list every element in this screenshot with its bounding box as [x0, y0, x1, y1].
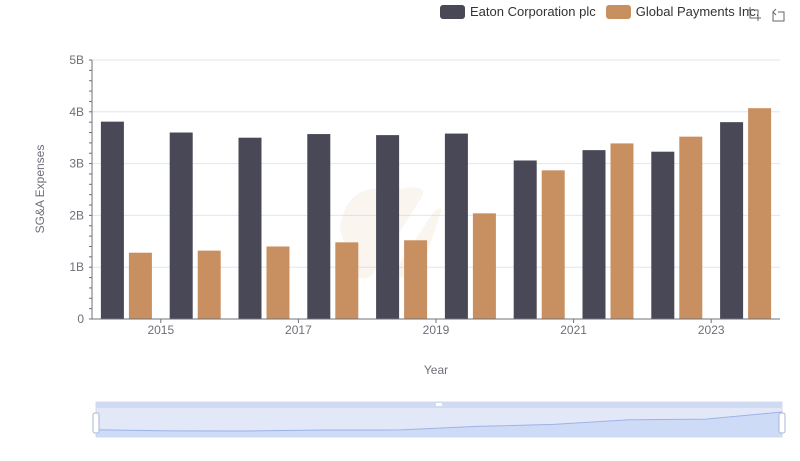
zoom-preview-line — [95, 411, 783, 432]
bar-global-payments[interactable] — [197, 250, 221, 319]
restore-icon[interactable] — [770, 6, 786, 22]
bar-eaton[interactable] — [720, 122, 744, 319]
bar-global-payments[interactable] — [679, 136, 703, 319]
legend-swatch-eaton — [440, 4, 465, 19]
legend: Eaton Corporation plc Global Payments In… — [440, 4, 759, 19]
bar-eaton[interactable] — [444, 133, 468, 319]
bar-eaton[interactable] — [376, 135, 400, 319]
bar-eaton[interactable] — [651, 151, 675, 319]
x-tick-label: 2023 — [698, 323, 725, 337]
zoom-preview-area — [96, 412, 782, 437]
legend-label-eaton: Eaton Corporation plc — [470, 4, 596, 19]
y-axis-title: SG&A Expenses — [33, 145, 47, 234]
bar-eaton[interactable] — [169, 132, 193, 319]
bar-eaton[interactable] — [582, 150, 606, 319]
y-tick-label: 5B — [69, 53, 84, 67]
zoom-handle-left[interactable] — [92, 412, 100, 434]
bar-eaton[interactable] — [307, 134, 331, 319]
bar-eaton[interactable] — [238, 137, 262, 319]
bars-group — [100, 108, 772, 319]
toolbox — [746, 6, 786, 22]
y-tick-label: 1B — [69, 260, 84, 274]
bar-global-payments[interactable] — [335, 242, 359, 319]
grid-lines — [92, 59, 780, 268]
bar-global-payments[interactable] — [266, 246, 290, 319]
axes-group: 0 1B 2B 3B 4B 5B 2015 2017 2019 2021 2023 — [69, 53, 780, 337]
legend-swatch-global-payments — [605, 4, 631, 19]
data-zoom-slider[interactable] — [92, 401, 786, 438]
bar-eaton[interactable] — [513, 160, 537, 319]
bar-global-payments[interactable] — [610, 143, 634, 319]
bar-global-payments[interactable] — [128, 252, 152, 319]
x-tick-label: 2019 — [423, 323, 450, 337]
legend-label-global-payments: Global Payments Inc. — [635, 4, 760, 19]
legend-item-global-payments[interactable]: Global Payments Inc. — [605, 4, 760, 19]
x-tick-label: 2015 — [147, 323, 174, 337]
y-tick-label: 3B — [69, 157, 84, 171]
bar-global-payments[interactable] — [541, 170, 565, 319]
y-tick-label: 2B — [69, 208, 84, 222]
legend-item-eaton[interactable]: Eaton Corporation plc — [440, 4, 596, 19]
zoom-handle-right[interactable] — [778, 412, 786, 434]
y-tick-label: 4B — [69, 105, 84, 119]
y-tick-label: 0 — [77, 312, 84, 326]
x-tick-label: 2017 — [285, 323, 312, 337]
zoom-grip[interactable] — [436, 403, 442, 406]
bar-global-payments[interactable] — [748, 108, 772, 319]
bar-eaton[interactable] — [100, 121, 124, 319]
bar-global-payments[interactable] — [404, 240, 428, 319]
x-axis-title: Year — [424, 363, 448, 377]
x-tick-label: 2021 — [560, 323, 587, 337]
zoom-icon[interactable] — [746, 6, 762, 22]
bar-global-payments[interactable] — [472, 213, 496, 319]
